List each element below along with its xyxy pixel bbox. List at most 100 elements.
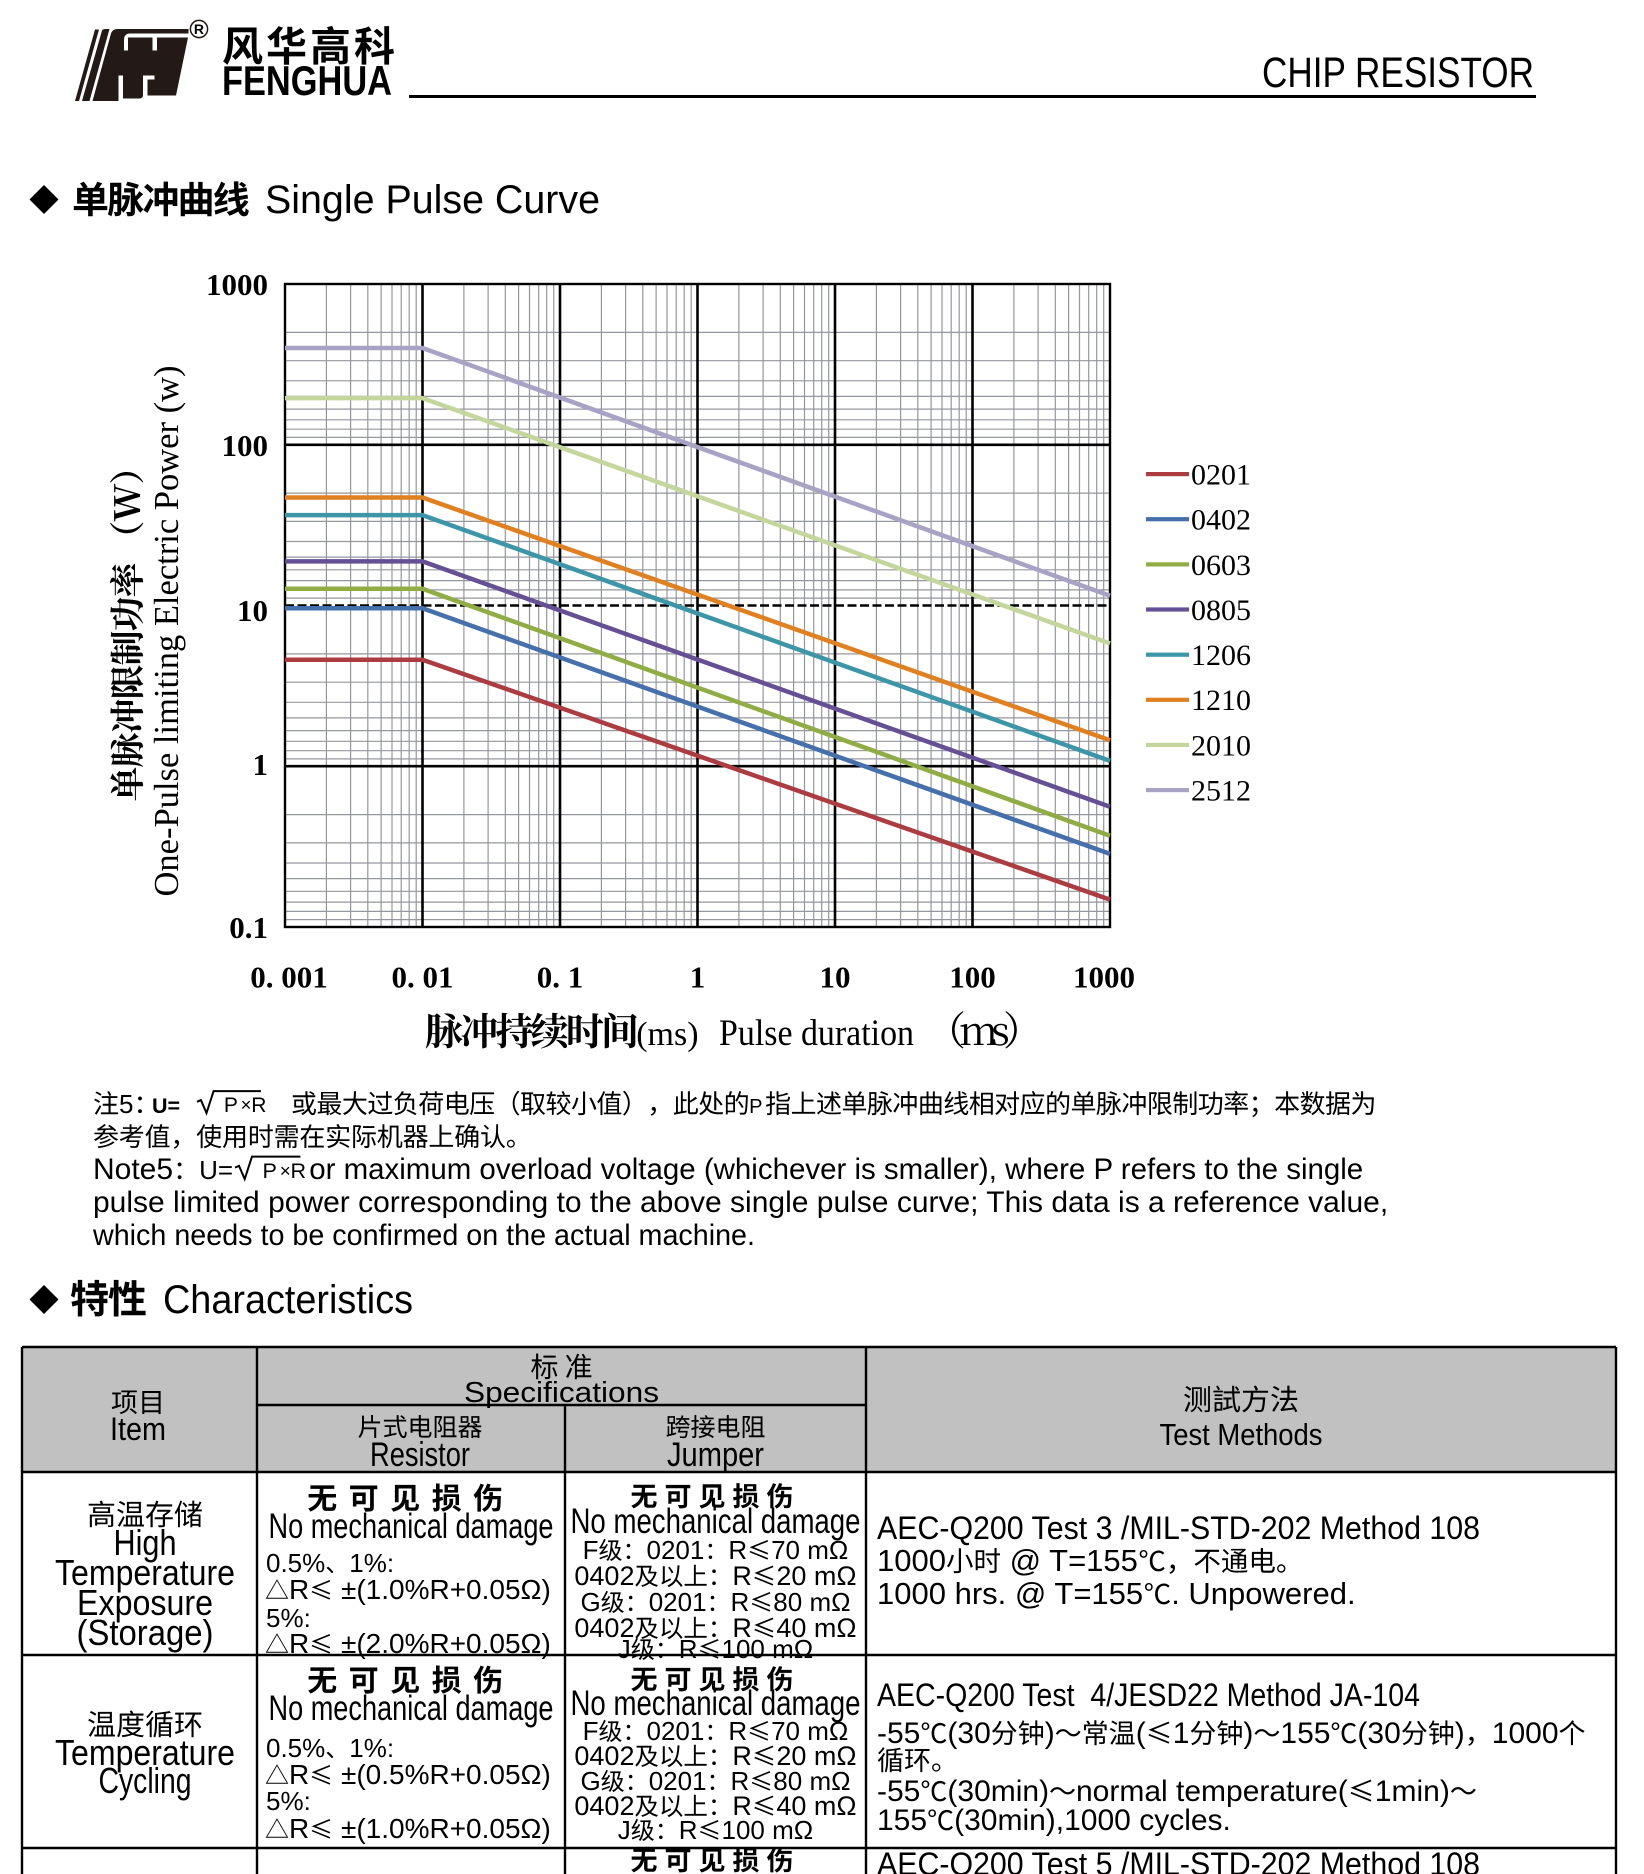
svg-text:0.1: 0.1 xyxy=(229,910,268,945)
svg-text:(Storage): (Storage) xyxy=(77,1612,214,1653)
svg-text:1000: 1000 xyxy=(206,267,268,302)
svg-text:AEC-Q200 Test 4/JESD22 Method: AEC-Q200 Test 4/JESD22 Method JA-104 xyxy=(877,1677,1420,1713)
svg-text:which needs to be confirmed on: which needs to be confirmed on the actua… xyxy=(92,1219,755,1252)
svg-text:R: R xyxy=(251,1094,266,1117)
svg-text:2512: 2512 xyxy=(1191,775,1251,808)
svg-text:1min): 1min) xyxy=(1375,1775,1450,1808)
svg-text:Note5: Note5 xyxy=(93,1153,173,1186)
svg-text:0201: 0201 xyxy=(649,1766,707,1796)
svg-text:-55: -55 xyxy=(877,1717,920,1750)
svg-text:One-Pulse limiting Electric Po: One-Pulse limiting Electric Power (w) xyxy=(148,366,186,897)
svg-text:155: 155 xyxy=(1280,1717,1330,1750)
svg-text:Temperature: Temperature xyxy=(55,1732,235,1773)
svg-text:0201: 0201 xyxy=(647,1535,705,1565)
svg-text:0. 001: 0. 001 xyxy=(250,960,328,995)
svg-text:R: R xyxy=(732,1791,752,1821)
svg-text:±(1.0%R+0.05Ω): ±(1.0%R+0.05Ω) xyxy=(333,1574,551,1605)
svg-text:5%:: 5%: xyxy=(266,1603,311,1633)
svg-text:155: 155 xyxy=(877,1804,927,1837)
svg-text:0402: 0402 xyxy=(574,1561,634,1591)
svg-text:Resistor: Resistor xyxy=(370,1436,470,1474)
svg-text:Characteristics: Characteristics xyxy=(163,1278,413,1322)
svg-text:R: R xyxy=(728,1535,747,1565)
svg-text:R: R xyxy=(731,1766,750,1796)
svg-text:-55: -55 xyxy=(877,1775,920,1808)
svg-text:P: P xyxy=(749,1096,762,1118)
svg-text:0.5%: 0.5% xyxy=(266,1548,325,1578)
svg-text:AEC-Q200 Test 3 /MIL-STD-202 M: AEC-Q200 Test 3 /MIL-STD-202 Method 108 xyxy=(877,1510,1480,1546)
svg-text:J: J xyxy=(618,1634,631,1664)
svg-text:Test Methods: Test Methods xyxy=(1160,1418,1323,1452)
svg-text:F: F xyxy=(583,1716,599,1746)
svg-text:(30: (30 xyxy=(947,1717,990,1750)
svg-text:R: R xyxy=(289,1574,309,1605)
svg-text:80 mΩ: 80 mΩ xyxy=(773,1587,850,1617)
svg-text:1210: 1210 xyxy=(1191,684,1251,717)
svg-text:G: G xyxy=(581,1587,601,1617)
svg-text:0402: 0402 xyxy=(574,1791,634,1821)
svg-text:±(2.0%R+0.05Ω): ±(2.0%R+0.05Ω) xyxy=(333,1628,551,1659)
svg-text:70 mΩ: 70 mΩ xyxy=(771,1716,848,1746)
svg-text:R: R xyxy=(291,1158,307,1183)
svg-text:R: R xyxy=(732,1561,752,1591)
svg-text:20 mΩ: 20 mΩ xyxy=(776,1561,856,1591)
svg-text:Jumper: Jumper xyxy=(667,1436,764,1474)
svg-text:Temperature: Temperature xyxy=(55,1552,235,1593)
svg-text:1: 1 xyxy=(690,960,706,995)
svg-text:pulse limited power correspond: pulse limited power corresponding to the… xyxy=(93,1186,1388,1219)
svg-text:(: ( xyxy=(1136,1717,1146,1750)
svg-text:40 mΩ: 40 mΩ xyxy=(776,1791,856,1821)
svg-text:R: R xyxy=(731,1587,750,1617)
svg-text:High: High xyxy=(114,1522,177,1563)
svg-text:Pulse duration: Pulse duration xyxy=(719,1013,914,1054)
svg-text:P: P xyxy=(263,1158,277,1183)
svg-text:Cycling: Cycling xyxy=(99,1760,192,1801)
svg-text:1000 hrs. @ T=155: 1000 hrs. @ T=155 xyxy=(877,1576,1143,1611)
svg-text:0603: 0603 xyxy=(1191,549,1251,582)
svg-text:): ) xyxy=(1455,1717,1465,1750)
svg-text:R: R xyxy=(679,1634,698,1664)
svg-text:10: 10 xyxy=(237,593,268,628)
svg-text:CHIP RESISTOR: CHIP RESISTOR xyxy=(1262,49,1534,97)
svg-text:80 mΩ: 80 mΩ xyxy=(773,1766,850,1796)
svg-text:0201: 0201 xyxy=(1191,459,1251,492)
svg-text:U=: U= xyxy=(199,1155,233,1185)
svg-text:0402: 0402 xyxy=(574,1613,634,1643)
svg-text:normal temperature(: normal temperature( xyxy=(1076,1775,1348,1808)
svg-text:±(1.0%R+0.05Ω): ±(1.0%R+0.05Ω) xyxy=(333,1813,551,1844)
svg-text:FENGHUA: FENGHUA xyxy=(222,57,392,104)
svg-text:1%:: 1%: xyxy=(349,1548,394,1578)
svg-text:U=: U= xyxy=(152,1094,180,1118)
svg-text:(ms): (ms) xyxy=(636,1016,707,1053)
svg-text:R: R xyxy=(732,1613,752,1643)
svg-text:(30min),1000 cycles.: (30min),1000 cycles. xyxy=(954,1804,1231,1837)
svg-text:R: R xyxy=(194,21,204,37)
svg-text:10: 10 xyxy=(820,960,851,995)
svg-text:20 mΩ: 20 mΩ xyxy=(776,1741,856,1771)
svg-text:): ) xyxy=(1045,1717,1055,1750)
svg-text:G: G xyxy=(581,1766,601,1796)
svg-text:No mechanical damage: No mechanical damage xyxy=(269,1507,554,1546)
svg-text:0.5%: 0.5% xyxy=(266,1733,325,1763)
svg-text:. Unpowered.: . Unpowered. xyxy=(1171,1576,1355,1611)
svg-text:×: × xyxy=(280,1161,291,1182)
svg-text:Specifications: Specifications xyxy=(464,1377,659,1409)
svg-text:J: J xyxy=(618,1815,631,1845)
svg-text:×: × xyxy=(241,1094,252,1115)
svg-text:0201: 0201 xyxy=(647,1716,705,1746)
svg-text:R: R xyxy=(732,1741,752,1771)
svg-text:100: 100 xyxy=(222,428,269,463)
svg-text:1000: 1000 xyxy=(1073,960,1135,995)
svg-text:No mechanical damage: No mechanical damage xyxy=(571,1502,861,1541)
svg-text:100 mΩ: 100 mΩ xyxy=(722,1815,814,1845)
svg-text:100 mΩ: 100 mΩ xyxy=(722,1634,814,1664)
svg-text:R: R xyxy=(289,1813,309,1844)
svg-text:(30min): (30min) xyxy=(947,1775,1049,1808)
svg-text:5: 5 xyxy=(119,1089,133,1119)
svg-text:): ) xyxy=(1243,1717,1253,1750)
svg-text:F: F xyxy=(583,1535,599,1565)
svg-text:1: 1 xyxy=(1173,1717,1190,1750)
svg-text:Single Pulse Curve: Single Pulse Curve xyxy=(265,178,600,222)
svg-text:1%:: 1%: xyxy=(349,1733,394,1763)
svg-text:2010: 2010 xyxy=(1191,729,1251,762)
